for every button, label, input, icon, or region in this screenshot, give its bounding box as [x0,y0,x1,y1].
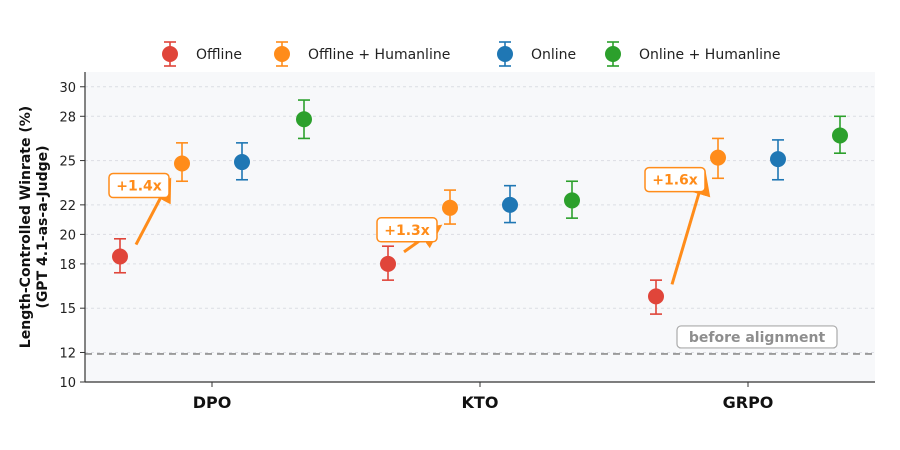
y-tick-label: 18 [59,258,76,273]
x-tick-label: GRPO [723,393,774,412]
data-point [380,245,396,281]
improvement-label-box [108,172,170,199]
data-point [832,115,848,154]
legend-item: Online + Humanline [605,41,781,67]
data-point [770,139,786,181]
y-axis-label-line-2: (GPT 4.1-as-a-Judge) [35,145,51,308]
y-tick-label: 20 [59,228,76,243]
marker [770,151,786,168]
y-tick-label: 30 [59,81,76,96]
improvement-label: +1.4x [116,179,162,195]
data-point [174,142,190,183]
marker [502,196,518,213]
legend-label: Online + Humanline [639,47,781,63]
y-axis-label-line-1: Length-Controlled Winrate (%) [18,106,34,348]
y-tick-label: 12 [59,346,76,361]
marker [710,149,726,166]
y-tick-label: 22 [59,199,76,214]
improvement-label: +1.3x [384,223,430,239]
legend: Offline Offline + Humanline Online Online +… [162,41,781,67]
y-axis-label: Length-Controlled Winrate (%) (GPT 4.1-a… [18,106,51,348]
legend-label: Offline [196,47,242,63]
data-marks [112,99,848,315]
data-point [234,142,250,181]
legend-label: Offline + Humanline [308,47,450,63]
improvement-label-box [376,217,438,243]
y-tick-label: 28 [59,110,76,125]
legend-label: Online [531,47,576,63]
improvement-arrows: +1.4x +1.3x +1.6x [108,166,711,285]
data-point [442,189,458,225]
data-point [502,184,518,224]
marker [234,154,250,171]
baseline-label-box [676,325,838,349]
marker [380,255,396,272]
marker [648,288,664,305]
x-tick-label: KTO [462,393,499,412]
y-tick-label: 25 [59,155,76,170]
data-point [564,180,580,219]
improvement-label-box [644,166,706,193]
data-point [296,99,312,140]
marker [296,111,312,128]
legend-item: Online [497,41,576,67]
improvement-arrow [670,170,711,285]
legend-marker [162,46,178,62]
data-point [112,238,128,274]
legend-marker [274,46,290,62]
baseline: before alignment [85,325,875,355]
data-point [710,137,726,180]
y-ticks: 10 12 15 18 20 22 25 28 30 [59,81,85,391]
y-tick-label: 10 [59,376,76,391]
legend-marker [497,46,513,62]
legend-marker [605,46,621,62]
marker [832,127,848,144]
marker [564,192,580,209]
marker [174,155,190,172]
legend-item: Offline + Humanline [274,41,450,67]
marker [112,248,128,265]
baseline-label: before alignment [689,330,826,346]
x-tick-label: DPO [193,393,232,412]
x-ticks: DPO KTO GRPO [193,382,774,412]
improvement-label: +1.6x [652,173,698,189]
data-point [648,279,664,315]
y-tick-label: 15 [59,302,76,317]
marker [442,199,458,216]
legend-item: Offline [162,41,242,67]
